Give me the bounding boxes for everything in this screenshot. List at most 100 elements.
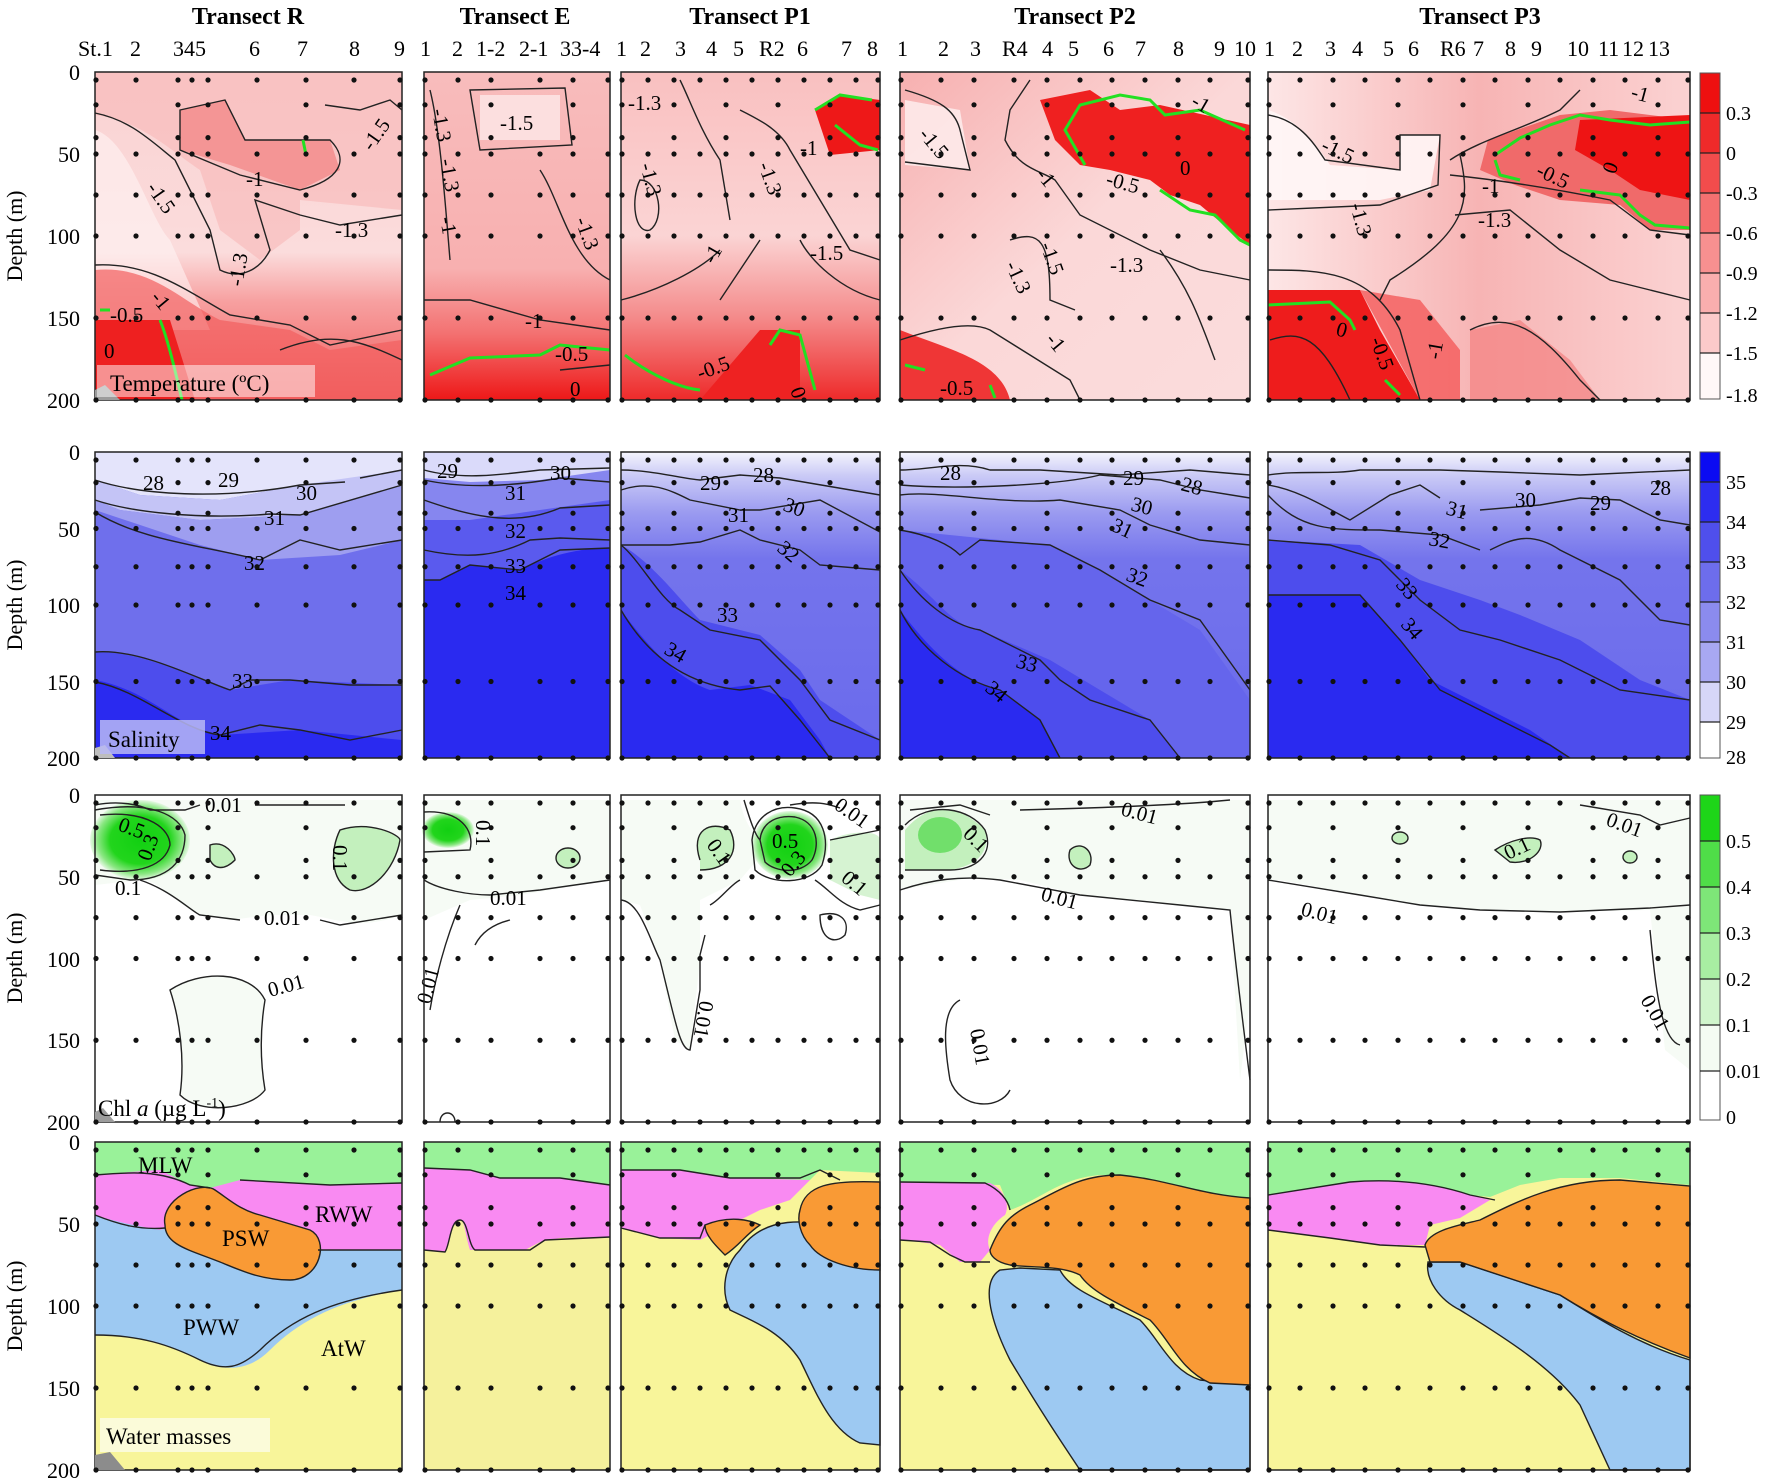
sample-dot [875, 233, 881, 239]
sample-dot [1362, 525, 1368, 532]
sample-dot [1525, 857, 1531, 864]
sample-dot [1330, 1119, 1336, 1125]
sample-dot [671, 678, 677, 685]
sample-dot [422, 510, 428, 516]
sample-dot [645, 315, 651, 321]
sample-dot [1395, 800, 1401, 806]
sample-dot [1685, 874, 1691, 880]
sample-dot [1525, 564, 1531, 570]
sample-dot [93, 397, 99, 403]
sample-dot [1011, 315, 1017, 321]
sample-dot [1175, 480, 1181, 486]
contour-label: -1 [246, 167, 264, 191]
water-masses-panel-r: MLW RWW PSW PWW AtW Water masses [94, 1141, 403, 1471]
sample-dot [1175, 874, 1181, 880]
sample-dot [697, 525, 703, 532]
sample-dot [422, 151, 428, 157]
sample-dot [570, 233, 576, 239]
sample-dot [853, 1119, 859, 1125]
station-label: 4 [1042, 36, 1053, 61]
sample-dot [133, 457, 139, 463]
sample-dot [1142, 602, 1148, 608]
sample-dot [1109, 525, 1115, 532]
sample-dot [455, 457, 461, 463]
sample-dot [1460, 77, 1466, 83]
sample-dot [1175, 857, 1181, 864]
sample-dot [1245, 1303, 1251, 1309]
sample-dot [827, 678, 833, 685]
sample-dot [671, 77, 677, 83]
sample-dot [1622, 397, 1628, 403]
sample-dot [1460, 480, 1466, 486]
sample-dot [1557, 77, 1563, 83]
sample-dot [898, 1262, 904, 1268]
sample-dot [205, 102, 211, 108]
sample-dot [1460, 857, 1466, 864]
sample-dot [898, 955, 904, 962]
sample-dot [1207, 1037, 1213, 1043]
sample-dot [1175, 1467, 1181, 1473]
sample-dot [898, 135, 904, 141]
contour-label: -1.3 [1478, 208, 1511, 232]
sample-dot [303, 915, 309, 921]
sample-dot [898, 755, 904, 761]
sample-dot [303, 955, 309, 962]
sample-dot [1175, 955, 1181, 962]
sample-dot [133, 915, 139, 921]
sample-dot [749, 1221, 755, 1227]
sample-dot [303, 1147, 309, 1153]
y-tick: 50 [58, 1212, 80, 1237]
sample-dot [488, 1385, 494, 1391]
sample-dot [303, 1262, 309, 1268]
colorbar-tick: -1.5 [1726, 343, 1758, 365]
sample-dot [1011, 955, 1017, 962]
sample-dot [1590, 233, 1596, 239]
sample-dot [422, 678, 428, 685]
sample-dot [422, 915, 428, 921]
sample-dot [1655, 1119, 1661, 1125]
sample-dot [1525, 800, 1531, 806]
sample-dot [175, 874, 181, 880]
sample-dot [1557, 1385, 1563, 1391]
sample-dot [671, 151, 677, 157]
sample-dot [303, 1037, 309, 1043]
sample-dot [570, 1205, 576, 1211]
sample-dot [1297, 915, 1303, 921]
sample-dot [875, 678, 881, 685]
sample-dot [875, 1205, 881, 1211]
sample-dot [133, 874, 139, 880]
station-label: 7 [841, 36, 852, 61]
sample-dot [898, 315, 904, 321]
sample-dot [938, 192, 944, 198]
sample-dot [938, 800, 944, 806]
colorbar-tick: 0 [1726, 1107, 1736, 1129]
sample-dot [570, 874, 576, 880]
contour-label: -1.5 [810, 241, 843, 265]
sample-dot [1590, 510, 1596, 516]
sample-dot [455, 151, 461, 157]
sample-dot [455, 525, 461, 532]
sample-dot [1330, 1467, 1336, 1473]
sample-dot [1077, 77, 1083, 83]
sample-dot [422, 102, 428, 108]
sample-dot [537, 915, 543, 921]
sample-dot [1492, 315, 1498, 321]
sample-dot [827, 1385, 833, 1391]
sample-dot [1557, 678, 1563, 685]
sample-dot [1175, 800, 1181, 806]
sample-dot [1266, 1385, 1272, 1391]
sample-dot [1044, 1262, 1050, 1268]
sample-dot [1685, 1262, 1691, 1268]
sample-dot [93, 233, 99, 239]
sample-dot [351, 457, 357, 463]
sample-dot [570, 1172, 576, 1178]
sample-dot [1011, 800, 1017, 806]
sample-dot [971, 233, 977, 239]
sample-dot [133, 1119, 139, 1125]
sample-dot [205, 955, 211, 962]
sample-dot [537, 1467, 543, 1473]
contour-label: 0.1 [115, 876, 141, 900]
sample-dot [422, 1303, 428, 1309]
station-label: 7 [1473, 36, 1484, 61]
sample-dot [175, 1262, 181, 1268]
